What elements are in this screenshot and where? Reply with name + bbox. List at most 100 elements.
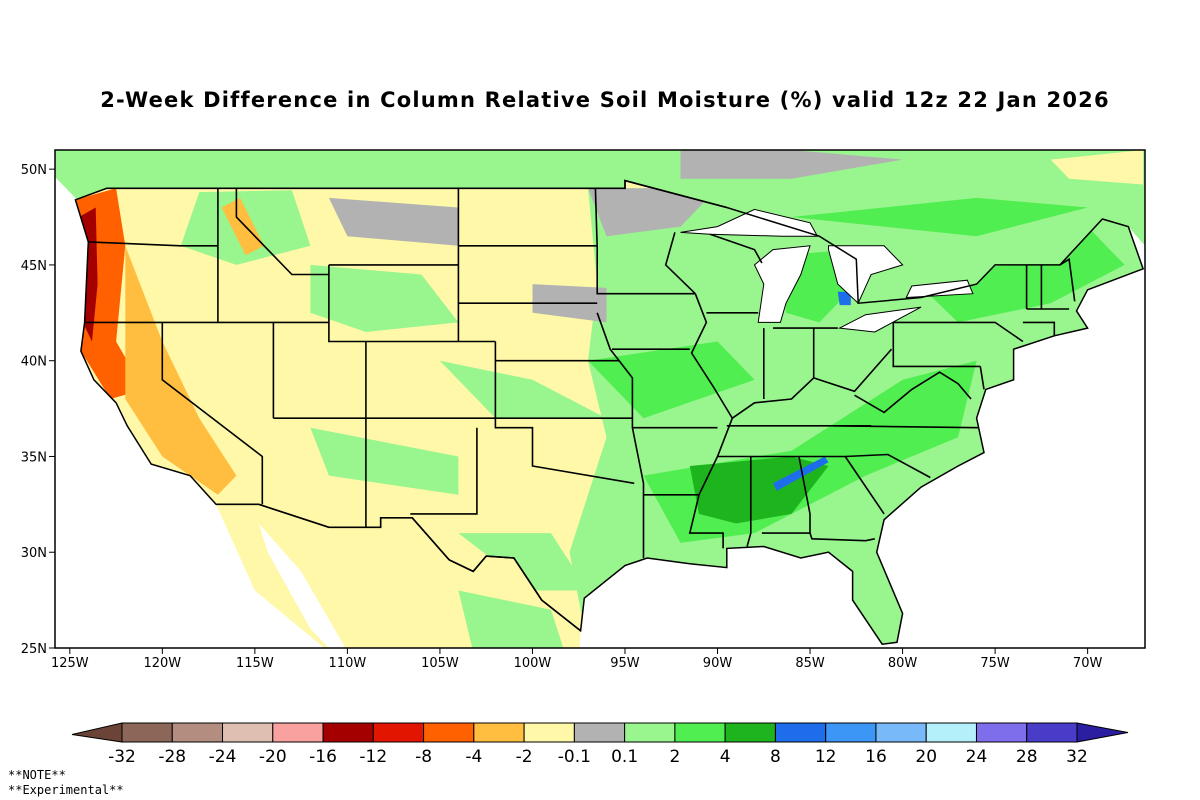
state-border xyxy=(731,348,893,419)
kansas-moist-area xyxy=(439,360,607,419)
idaho-drying-area xyxy=(221,197,265,256)
state-border xyxy=(854,371,972,414)
lon-tick-label: 105W xyxy=(421,656,459,671)
colorbar-swatch xyxy=(724,722,776,743)
colorbar-swatch xyxy=(624,722,676,743)
canada-yellow-area xyxy=(1050,150,1144,185)
lat-tick-label: 35N xyxy=(21,450,47,465)
mexico-border xyxy=(216,503,582,632)
colorbar-label: -16 xyxy=(309,747,337,767)
colorbar-label: -0.1 xyxy=(558,747,591,767)
state-border xyxy=(1022,321,1056,336)
state-border xyxy=(709,233,763,264)
lat-tick-label: 50N xyxy=(21,163,47,178)
michigan-wet-spot xyxy=(837,291,851,306)
colorbar-swatch xyxy=(222,722,274,743)
great-lake xyxy=(838,306,922,333)
great-lake xyxy=(905,279,974,299)
colorbar-swatch xyxy=(774,722,827,743)
colorbar-swatch xyxy=(473,722,525,743)
south-texas-moist-area xyxy=(458,533,588,591)
colorbar-label: 24 xyxy=(966,747,988,767)
state-border xyxy=(844,456,885,515)
wyoming-moist-area xyxy=(310,264,459,332)
state-border xyxy=(410,427,478,515)
state-border xyxy=(892,322,981,368)
state-border xyxy=(893,321,1024,343)
colorbar-label: 2 xyxy=(669,747,680,767)
colorbar-swatch xyxy=(523,722,575,743)
colorbar-label: 32 xyxy=(1066,747,1088,767)
lon-tick-label: 70W xyxy=(1073,656,1103,671)
colorbar-swatch xyxy=(322,722,374,743)
great-lake xyxy=(753,245,811,323)
colorbar-swatch xyxy=(171,722,224,743)
colorbar-label: 20 xyxy=(915,747,937,767)
state-border xyxy=(235,188,329,276)
colorbar-label: -24 xyxy=(209,747,237,767)
colorbar-swatch xyxy=(573,722,626,743)
experimental-label: **Experimental** xyxy=(8,783,124,797)
southwest-moist-area xyxy=(310,427,459,495)
colorbar-label: -12 xyxy=(359,747,387,767)
great-lake xyxy=(680,208,819,237)
us-layer xyxy=(75,180,1144,645)
plot-frame xyxy=(54,149,1146,649)
colorbar-label: -8 xyxy=(415,747,432,767)
state-border xyxy=(798,456,811,534)
colorbar-label: 4 xyxy=(720,747,731,767)
colorbar-label: 12 xyxy=(815,747,837,767)
lon-tick-label: 90W xyxy=(703,656,733,671)
state-border xyxy=(161,322,264,505)
state-border xyxy=(594,188,696,295)
lon-tick-label: 100W xyxy=(514,656,552,671)
colorbar-swatch xyxy=(423,722,475,743)
lon-tick-label: 115W xyxy=(236,656,274,671)
lon-tick-label: 120W xyxy=(143,656,181,671)
colorbar-swatch xyxy=(372,722,425,743)
california-drying-area xyxy=(125,245,237,495)
state-border xyxy=(823,453,931,479)
state-border xyxy=(1059,257,1076,302)
colorbar-swatch xyxy=(825,722,877,743)
state-border xyxy=(761,532,875,542)
colorbar-label: 28 xyxy=(1016,747,1038,767)
mexico-moist-area xyxy=(458,590,564,648)
colorbar-swatch xyxy=(272,722,324,743)
map-layer xyxy=(55,150,1145,648)
state-border xyxy=(88,241,218,247)
lat-tick-label: 25N xyxy=(21,642,47,657)
lon-tick-label: 110W xyxy=(329,656,367,671)
lat-tick-label: 40N xyxy=(21,355,47,370)
state-border xyxy=(328,264,496,343)
lat-tick-label: 30N xyxy=(21,546,47,561)
great-lake xyxy=(828,245,904,305)
state-border xyxy=(688,293,734,549)
montana-dry-area xyxy=(328,197,459,246)
colorbar-swatch xyxy=(674,722,726,743)
state-border xyxy=(596,312,645,558)
lon-tick-label: 85W xyxy=(795,656,825,671)
lon-tick-label: 95W xyxy=(610,656,640,671)
lon-tick-label: 80W xyxy=(888,656,918,671)
alabama-wet-strip xyxy=(773,456,829,491)
state-border xyxy=(746,456,752,547)
midwest-moist-area xyxy=(588,341,755,419)
colorbar-swatch xyxy=(975,722,1028,743)
colorbar-label: -28 xyxy=(158,747,186,767)
colorbar-label: -4 xyxy=(465,747,482,767)
lon-tick-label: 125W xyxy=(51,656,89,671)
canada-border xyxy=(106,179,728,209)
note-label: **NOTE** xyxy=(8,768,66,782)
colorbar-label: -2 xyxy=(516,747,533,767)
canada-moist-area xyxy=(791,197,1088,237)
state-border xyxy=(834,425,979,429)
colorbar-label: 16 xyxy=(865,747,887,767)
northern-dry-area xyxy=(588,188,718,237)
colorbar-label: 8 xyxy=(770,747,781,767)
colorbar-swatch xyxy=(1026,722,1078,743)
colorbar-label: 0.1 xyxy=(611,747,638,767)
colorbar-high-arrow xyxy=(1076,722,1129,743)
